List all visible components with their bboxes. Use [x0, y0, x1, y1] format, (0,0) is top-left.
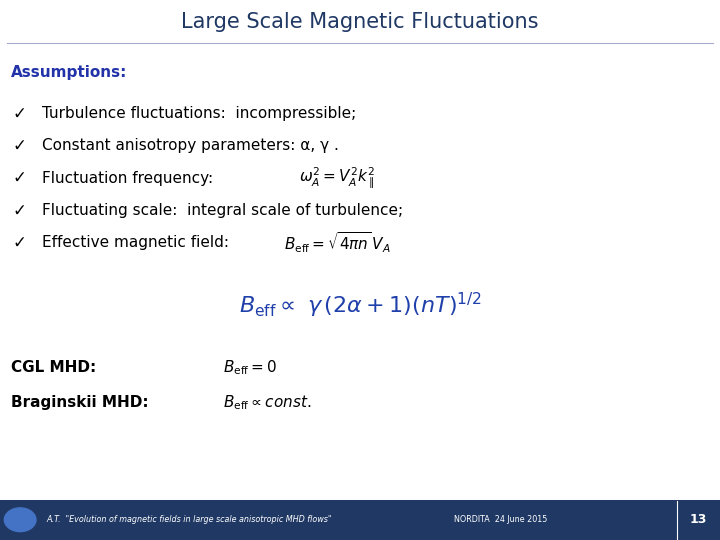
Text: ✓: ✓ [13, 234, 27, 252]
FancyBboxPatch shape [0, 500, 720, 540]
Text: ✓: ✓ [13, 137, 27, 155]
Text: ✓: ✓ [13, 104, 27, 123]
Circle shape [4, 508, 36, 531]
Text: 13: 13 [690, 513, 707, 526]
Text: $\omega_A^2 = V_A^2 k_\parallel^2$: $\omega_A^2 = V_A^2 k_\parallel^2$ [299, 166, 374, 191]
Text: CGL MHD:: CGL MHD: [11, 360, 96, 375]
Text: $B_{\mathrm{eff}} \propto\ \gamma\,(2\alpha + 1)(nT)^{1/2}$: $B_{\mathrm{eff}} \propto\ \gamma\,(2\al… [238, 291, 482, 320]
Text: ✓: ✓ [13, 169, 27, 187]
Text: A.T.  "Evolution of magnetic fields in large scale anisotropic MHD flows": A.T. "Evolution of magnetic fields in la… [47, 515, 333, 524]
Text: $B_{\mathrm{eff}} = 0$: $B_{\mathrm{eff}} = 0$ [223, 358, 277, 376]
Text: Turbulence fluctuations:  incompressible;: Turbulence fluctuations: incompressible; [42, 106, 356, 121]
Text: Fluctuating scale:  integral scale of turbulence;: Fluctuating scale: integral scale of tur… [42, 203, 403, 218]
Text: Effective magnetic field:: Effective magnetic field: [42, 235, 229, 251]
Text: $B_{\mathrm{eff}} \propto \mathit{const.}$: $B_{\mathrm{eff}} \propto \mathit{const.… [223, 393, 312, 411]
Text: Fluctuation frequency:: Fluctuation frequency: [42, 171, 213, 186]
Text: ✓: ✓ [13, 201, 27, 220]
Text: $B_{\mathrm{eff}} = \sqrt{4\pi n}\,V_A$: $B_{\mathrm{eff}} = \sqrt{4\pi n}\,V_A$ [284, 231, 391, 255]
Text: Constant anisotropy parameters: α, γ .: Constant anisotropy parameters: α, γ . [42, 138, 338, 153]
Text: NORDITA  24 June 2015: NORDITA 24 June 2015 [454, 515, 547, 524]
Text: Large Scale Magnetic Fluctuations: Large Scale Magnetic Fluctuations [181, 11, 539, 32]
Text: Braginskii MHD:: Braginskii MHD: [11, 395, 148, 410]
Text: Assumptions:: Assumptions: [11, 65, 127, 80]
